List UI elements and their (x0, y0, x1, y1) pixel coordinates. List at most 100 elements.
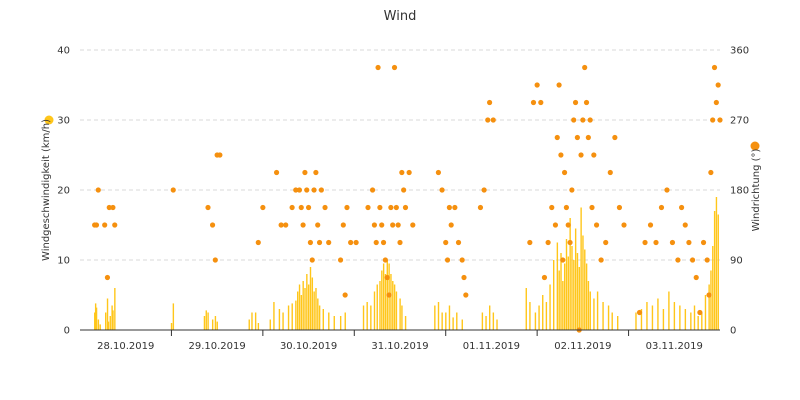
direction-point (318, 187, 324, 193)
direction-point (393, 204, 399, 211)
speed-bar (105, 312, 107, 330)
direction-point (598, 257, 604, 263)
speed-bar (704, 295, 707, 330)
direction-point (587, 117, 593, 123)
direction-point (397, 239, 403, 246)
speed-bar (553, 260, 555, 330)
right-tick-label: 0 (730, 326, 736, 337)
speed-bar (366, 302, 368, 330)
speed-bar (571, 246, 573, 330)
speed-bar (315, 288, 317, 330)
speed-bar (657, 298, 659, 330)
direction-point (487, 99, 493, 106)
right-tick-label: 180 (730, 186, 749, 197)
speed-bar (662, 309, 665, 330)
speed-bar (344, 312, 346, 330)
direction-point (406, 169, 412, 176)
speed-bar (587, 281, 590, 330)
speed-bar (434, 305, 436, 330)
direction-point (439, 187, 445, 193)
speed-bar (282, 312, 284, 330)
speed-bar (545, 302, 548, 330)
speed-bar (715, 197, 718, 330)
direction-point (209, 222, 216, 228)
direction-point (636, 309, 643, 316)
x-tick-label: 29.10.2019 (189, 341, 246, 352)
speed-bar (373, 291, 376, 330)
left-axis-legend-marker (44, 115, 54, 125)
direction-point (371, 222, 377, 228)
direction-point (322, 204, 328, 211)
speed-bar (257, 323, 260, 330)
speed-bar (485, 316, 487, 330)
direction-point (326, 239, 332, 246)
speed-bar (556, 242, 559, 330)
direction-point (669, 239, 676, 246)
direction-point (642, 239, 648, 246)
speed-bar (404, 316, 407, 330)
direction-point (379, 222, 385, 228)
speed-bar (646, 302, 648, 330)
speed-bar (395, 291, 398, 330)
direction-point (386, 292, 392, 298)
direction-point (485, 117, 491, 123)
direction-point (95, 187, 101, 193)
direction-point (461, 274, 467, 281)
x-tick-label: 28.10.2019 (97, 341, 154, 352)
chart-title: Wind (384, 9, 417, 24)
direction-point (443, 239, 449, 246)
speed-bar (172, 303, 175, 330)
direction-point (446, 204, 452, 211)
direction-point (612, 134, 618, 141)
direction-point (552, 222, 559, 228)
speed-bar (569, 218, 571, 330)
direction-point (477, 204, 484, 211)
direction-point (353, 239, 359, 246)
speed-bar (333, 316, 335, 330)
direction-point (459, 257, 465, 263)
speed-bar (584, 249, 586, 330)
speed-bar (489, 305, 491, 330)
speed-bar (207, 312, 209, 330)
speed-bar (211, 319, 214, 330)
left-axis-ticks: 0 10 20 30 40 (57, 46, 70, 337)
direction-point (585, 134, 591, 141)
direction-point (675, 257, 681, 263)
speed-bar (574, 228, 577, 330)
speed-bar (562, 281, 564, 330)
direction-point (399, 169, 405, 176)
speed-bar (370, 305, 372, 330)
speed-bar (596, 291, 599, 330)
speed-bar (287, 305, 290, 330)
direction-point (289, 204, 295, 211)
speed-bar (651, 305, 654, 330)
direction-point (313, 169, 319, 176)
speed-bar (295, 300, 297, 330)
left-tick-label: 20 (57, 186, 70, 197)
speed-bar (214, 316, 217, 330)
speed-bar (542, 295, 544, 330)
speed-bar (701, 312, 703, 330)
direction-point (682, 222, 688, 228)
direction-point (340, 222, 346, 228)
direction-point (582, 64, 588, 71)
speed-bar (448, 305, 451, 330)
x-tick-label: 02.11.2019 (554, 341, 611, 352)
x-axis-ticks: 28.10.2019 29.10.2019 30.10.2019 31.10.2019… (97, 330, 703, 352)
speed-bar (384, 274, 387, 330)
direction-point (283, 222, 289, 228)
speed-bar (617, 316, 619, 330)
direction-point (255, 239, 261, 246)
direction-point (93, 222, 100, 228)
direction-point (435, 169, 441, 176)
speed-bar (381, 270, 383, 330)
x-tick-label: 01.11.2019 (463, 341, 520, 352)
direction-point (444, 257, 451, 263)
direction-point (212, 257, 218, 263)
speed-bar (567, 256, 570, 330)
direction-point (104, 274, 111, 281)
speed-bar (565, 239, 568, 330)
speed-bar (170, 323, 173, 330)
right-tick-label: 270 (730, 116, 749, 127)
speed-bar (713, 211, 716, 330)
